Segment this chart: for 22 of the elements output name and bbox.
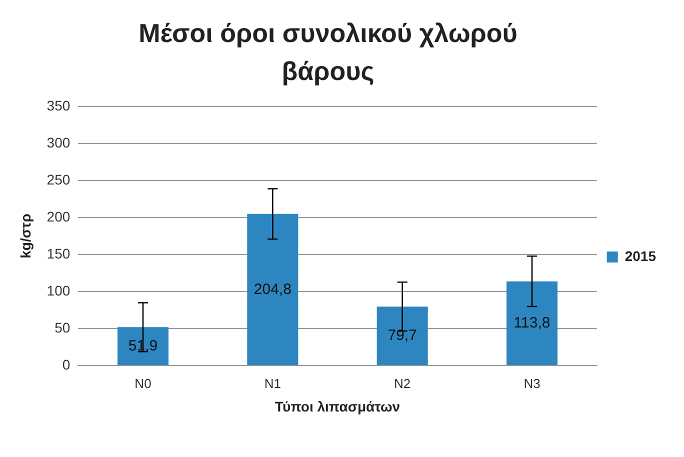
x-tick-label: N2 [394,376,411,391]
chart-title: Μέσοι όροι συνολικού χλωρού βάρους [138,17,518,88]
y-tick-label: 300 [46,134,70,150]
y-tick-label: 150 [46,245,70,262]
x-tick-label: N0 [134,376,152,391]
y-tick-label: 0 [62,356,70,372]
y-tick-label: 350 [46,97,70,114]
legend-label: 2015 [624,248,656,264]
bar [506,281,558,366]
x-tick-label: N1 [264,376,281,391]
y-axis-title: kg/στρ [17,213,34,258]
y-tick-label: 50 [54,319,70,336]
data-label: 113,8 [514,314,550,332]
y-tick-label: 250 [46,171,70,188]
bar [247,214,298,366]
data-label: 204,8 [254,280,292,298]
y-tick-label: 200 [46,208,70,224]
bar [376,306,428,366]
x-axis-title: Τύποι λιπασμάτων [274,398,400,414]
y-tick-label: 100 [46,282,70,298]
x-tick-label: N3 [524,376,540,391]
data-label: 79,7 [388,327,417,344]
